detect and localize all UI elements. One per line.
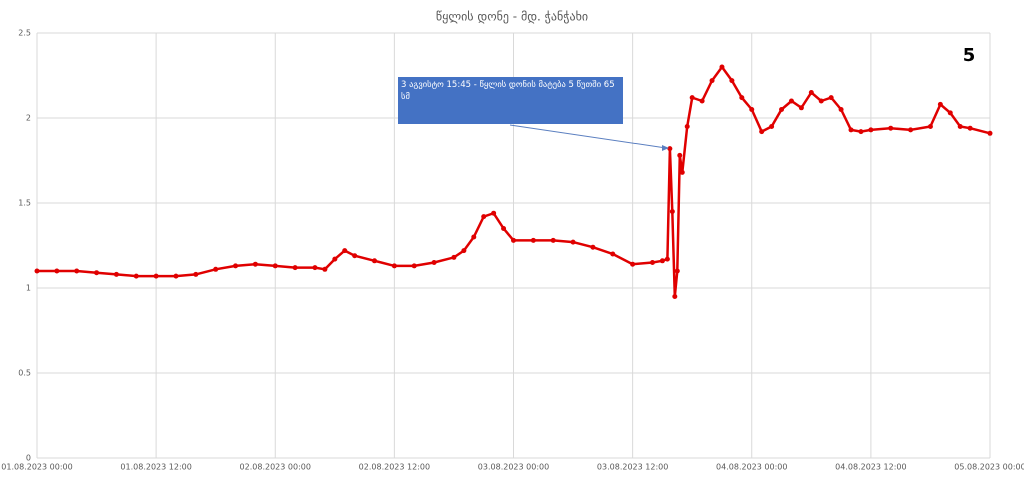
- x-tick-label: 03.08.2023 12:00: [597, 463, 668, 472]
- point: [868, 127, 874, 133]
- point: [312, 265, 318, 271]
- point: [511, 237, 516, 243]
- point: [391, 263, 397, 269]
- x-tick-label: 05.08.2023 00:00: [954, 463, 1024, 472]
- point: [987, 130, 993, 136]
- point: [798, 105, 804, 111]
- point: [332, 256, 338, 262]
- point: [213, 266, 219, 272]
- point: [749, 107, 755, 112]
- y-tick-label: 2: [26, 114, 31, 123]
- point: [689, 95, 695, 101]
- point: [173, 273, 179, 279]
- point: [431, 260, 437, 265]
- y-tick-label: 0.5: [18, 369, 31, 378]
- annotation-wrap: 3 აგვისტო 15:45 - წყლის დონის მატება 5 წ…: [401, 80, 615, 102]
- point: [739, 95, 745, 101]
- point: [672, 294, 678, 299]
- point: [967, 125, 973, 131]
- point: [888, 125, 894, 131]
- point: [233, 263, 239, 269]
- x-tick-label: 04.08.2023 12:00: [835, 463, 906, 472]
- y-tick-label: 1: [26, 284, 31, 293]
- point: [451, 254, 457, 260]
- point: [848, 127, 854, 133]
- point: [759, 129, 765, 135]
- point: [54, 268, 60, 274]
- point: [659, 258, 665, 264]
- point: [779, 107, 785, 112]
- point: [709, 78, 715, 84]
- plot-area: 0 0.5 1 1.5 2 2.5 01.08.2023 00:00 01.08.2023 1…: [1, 29, 1024, 472]
- point: [34, 268, 40, 274]
- x-tick-label: 02.08.2023 12:00: [359, 463, 430, 472]
- point: [471, 234, 477, 240]
- arrow-head: [662, 145, 669, 151]
- point: [828, 95, 834, 101]
- point: [684, 124, 690, 129]
- point: [570, 239, 576, 245]
- point: [411, 263, 417, 269]
- point: [788, 98, 794, 104]
- x-tick-label: 03.08.2023 00:00: [478, 463, 549, 472]
- point: [610, 251, 616, 257]
- chart-title: წყლის დონე - მდ. ჭანჭახი: [436, 10, 588, 24]
- x-tick-label: 01.08.2023 00:00: [1, 463, 72, 472]
- point: [530, 237, 536, 243]
- point: [858, 129, 864, 135]
- point: [667, 146, 673, 152]
- y-tick-label: 2.5: [18, 29, 31, 38]
- point: [193, 271, 199, 277]
- x-tick-label: 01.08.2023 12:00: [120, 463, 191, 472]
- point: [501, 226, 507, 231]
- point: [94, 270, 100, 276]
- annotation-arrow: [509, 124, 667, 149]
- point: [113, 271, 119, 277]
- point: [947, 110, 953, 116]
- point: [491, 210, 497, 216]
- point: [550, 237, 556, 243]
- point: [677, 152, 683, 158]
- point: [481, 214, 487, 220]
- point: [699, 98, 705, 104]
- point: [352, 253, 358, 259]
- point: [590, 244, 596, 250]
- point: [292, 265, 298, 271]
- point: [664, 256, 670, 262]
- corner-label: 5: [963, 45, 976, 66]
- point: [649, 260, 655, 265]
- annotation-text: 3 აგვისტო 15:45 - წყლის დონის მატება 5 წ…: [401, 80, 615, 102]
- point: [769, 124, 775, 129]
- y-tick-label: 1.5: [18, 199, 31, 208]
- point: [630, 261, 636, 267]
- point: [74, 268, 80, 274]
- point: [372, 258, 378, 264]
- point: [838, 107, 844, 112]
- point: [674, 268, 680, 274]
- point: [927, 124, 933, 129]
- point: [719, 64, 725, 70]
- point: [818, 98, 824, 104]
- x-tick-label: 02.08.2023 00:00: [240, 463, 311, 472]
- point: [461, 248, 467, 254]
- y-tick-label: 0: [26, 454, 31, 463]
- point: [957, 124, 963, 129]
- point: [153, 273, 159, 279]
- point: [252, 261, 258, 267]
- point: [322, 266, 328, 272]
- point: [908, 127, 914, 133]
- point: [808, 90, 814, 95]
- point: [342, 248, 348, 254]
- point: [669, 209, 675, 214]
- point: [729, 78, 735, 84]
- x-tick-label: 04.08.2023 00:00: [716, 463, 787, 472]
- point: [133, 273, 139, 279]
- point: [937, 101, 943, 107]
- point: [679, 169, 685, 175]
- annotation-box: [398, 77, 623, 124]
- point: [272, 263, 278, 269]
